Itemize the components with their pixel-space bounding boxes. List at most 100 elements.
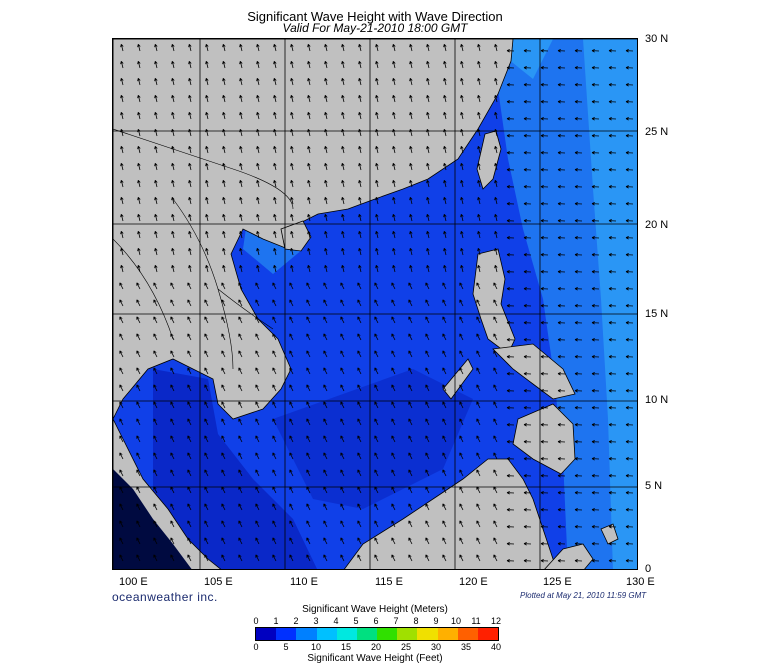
wave-arrow: [374, 486, 379, 494]
wave-arrow: [120, 230, 124, 239]
wave-arrow: [204, 554, 209, 562]
wave-arrow: [289, 469, 294, 477]
wave-arrow: [136, 384, 141, 392]
wave-arrow: [290, 94, 294, 103]
wave-arrow: [340, 350, 345, 358]
wave-arrow: [574, 406, 583, 410]
wave-arrow: [340, 316, 345, 324]
wave-arrow: [255, 554, 260, 562]
legend-meters-tick: 9: [433, 616, 439, 626]
wave-arrow: [374, 350, 379, 358]
wave-arrow: [608, 491, 617, 495]
wave-arrow: [540, 389, 549, 393]
wave-arrow: [506, 253, 515, 257]
wave-arrow: [459, 554, 464, 562]
wave-arrow: [205, 264, 209, 273]
wave-arrow: [171, 128, 175, 137]
wave-arrow: [205, 60, 209, 69]
wave-arrow: [137, 145, 141, 154]
legend-swatch: [457, 628, 478, 640]
wave-arrow: [391, 486, 396, 494]
wave-arrow: [238, 469, 243, 477]
wave-arrow: [375, 60, 379, 69]
wave-arrow: [137, 213, 141, 222]
wave-arrow: [136, 537, 141, 545]
wave-arrow: [272, 384, 277, 392]
wave-arrow: [341, 111, 345, 120]
wave-arrow: [341, 213, 345, 222]
wave-arrow: [523, 457, 532, 461]
wave-arrow: [307, 128, 311, 137]
wave-arrow: [625, 168, 634, 172]
wave-arrow: [442, 333, 447, 341]
wave-arrow: [494, 162, 498, 171]
wave-arrow: [324, 213, 328, 222]
wave-arrow: [460, 128, 464, 137]
wave-arrow: [523, 83, 532, 87]
wave-arrow: [477, 145, 481, 154]
wave-arrow: [171, 60, 175, 69]
wave-arrow: [425, 554, 430, 562]
wave-arrow: [391, 469, 396, 477]
wave-arrow: [374, 469, 379, 477]
wave-arrow: [574, 168, 583, 172]
wave-arrow: [443, 77, 447, 86]
wave-arrow: [442, 452, 447, 460]
wave-arrow: [205, 162, 209, 171]
wave-arrow: [171, 145, 175, 154]
wave-arrow: [443, 213, 447, 222]
wave-arrow: [493, 452, 498, 460]
wave-arrow: [540, 304, 549, 308]
wave-arrow: [506, 508, 515, 512]
wave-arrow: [625, 270, 634, 274]
wave-arrow: [443, 60, 447, 69]
wave-arrow: [608, 66, 617, 70]
legend-meters-tick: 4: [333, 616, 339, 626]
wave-arrow: [409, 196, 413, 205]
wave-arrow: [119, 537, 124, 545]
wave-arrow: [306, 418, 311, 426]
wave-arrow: [506, 168, 515, 172]
wave-arrow: [238, 282, 243, 290]
legend-feet-tick: 5: [283, 642, 289, 652]
wave-arrow: [459, 299, 464, 307]
wave-arrow: [273, 60, 277, 69]
wave-arrow: [170, 384, 175, 392]
wave-arrow: [307, 213, 311, 222]
lat-label: 10 N: [645, 394, 669, 406]
wave-arrow: [289, 401, 294, 409]
lon-label: 110 E: [290, 576, 318, 588]
wave-arrow: [221, 333, 226, 341]
wave-arrow: [523, 185, 532, 189]
wave-arrow: [506, 304, 515, 308]
wave-arrow: [557, 134, 566, 138]
wave-arrow: [238, 537, 243, 545]
wave-arrow: [506, 440, 515, 444]
wave-arrow: [120, 77, 124, 86]
wave-arrow: [506, 100, 515, 104]
wave-arrow: [256, 213, 260, 222]
wave-arrow: [460, 60, 464, 69]
wave-arrow: [625, 457, 634, 461]
wave-arrow: [153, 520, 158, 528]
wave-arrow: [523, 321, 532, 325]
wave-arrow: [187, 486, 192, 494]
wave-arrow: [238, 333, 243, 341]
wave-arrow: [625, 559, 634, 563]
wave-arrow: [476, 554, 481, 562]
wave-arrow: [154, 162, 158, 171]
wave-arrow: [188, 162, 192, 171]
wave-arrow: [323, 418, 328, 426]
wave-arrow: [459, 486, 464, 494]
wave-arrow: [136, 554, 141, 562]
wave-arrow: [476, 282, 481, 290]
wave-arrow: [256, 128, 260, 137]
wave-arrow: [290, 230, 294, 239]
wave-arrow: [290, 179, 294, 188]
wave-arrow: [443, 196, 447, 205]
wave-arrow: [493, 435, 498, 443]
wave-arrow: [557, 491, 566, 495]
wave-arrow: [425, 316, 430, 324]
wave-arrow: [409, 162, 413, 171]
wave-arrow: [137, 128, 141, 137]
